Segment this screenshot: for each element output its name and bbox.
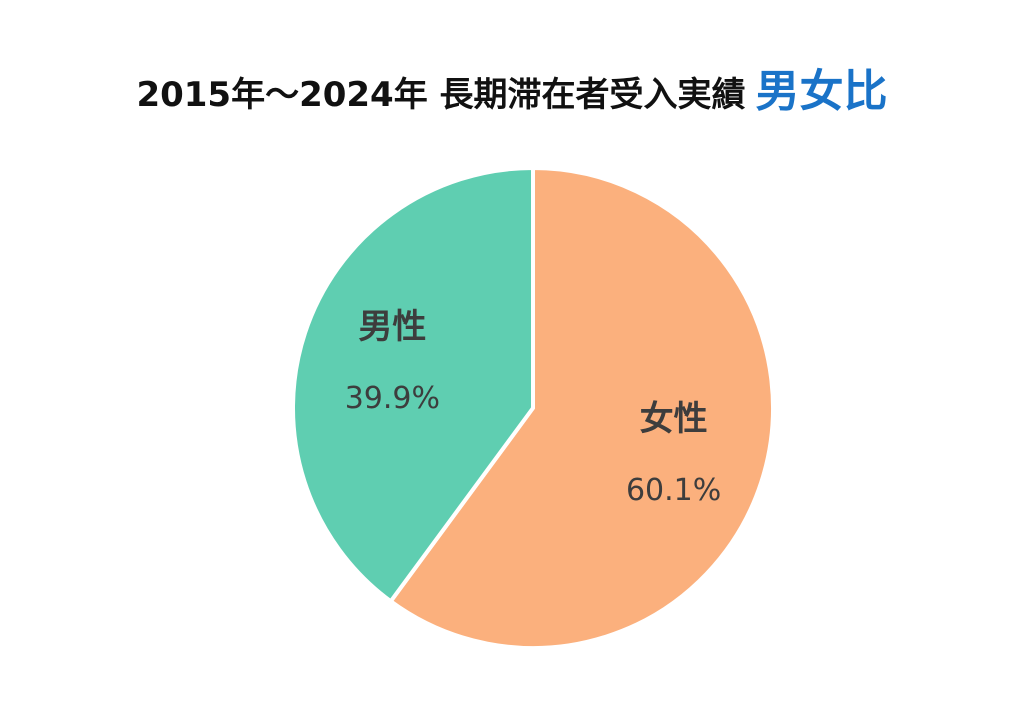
pie-slice-value-1: 39.9% [345,381,440,416]
pie-slice-0 [388,166,775,650]
pie-slice-label-0: 女性 [640,399,708,439]
pie-slice-label-1: 男性 [358,307,426,347]
chart-title-accent: 男女比 [755,66,888,117]
pie-slice-value-0: 60.1% [626,473,721,508]
pie-slice-1 [291,166,535,604]
chart-title-main: 2015年～2024年 長期滞在者受入実績 [136,75,746,115]
chart-title: 2015年～2024年 長期滞在者受入実績 男女比 [0,70,1024,114]
